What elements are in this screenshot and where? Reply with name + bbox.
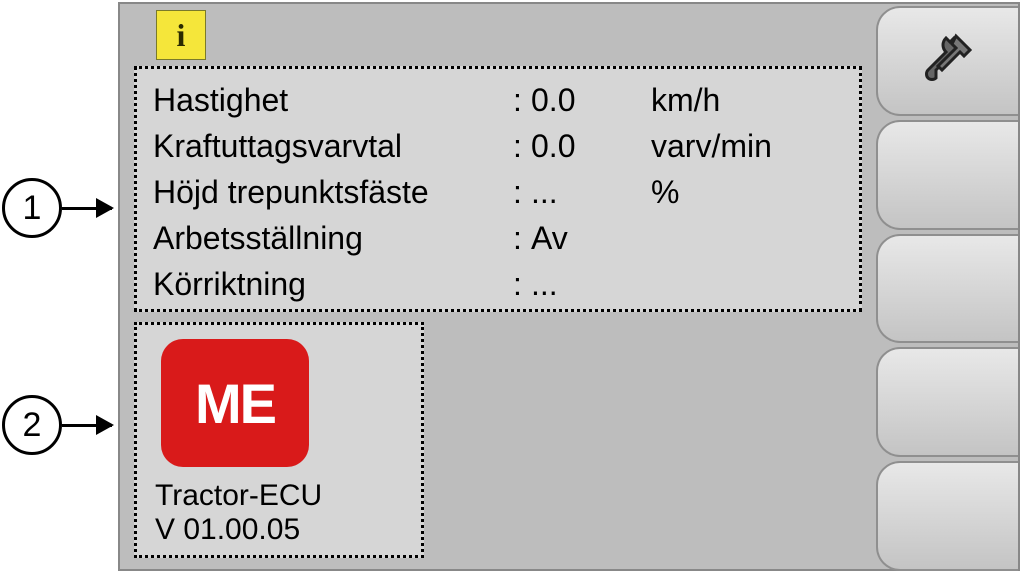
callout-2-circle: 2 xyxy=(2,395,62,455)
param-colon: : xyxy=(513,82,531,119)
tools-icon xyxy=(916,26,980,95)
param-row-direction: Körriktning : ... xyxy=(153,261,843,307)
param-colon: : xyxy=(513,128,531,165)
me-logo: ME xyxy=(161,339,309,467)
parameter-panel: Hastighet : 0.0 km/h Kraftuttagsvarvtal … xyxy=(134,66,862,312)
param-label: Höjd trepunktsfäste xyxy=(153,174,513,211)
param-unit: % xyxy=(651,174,843,211)
version-name: Tractor-ECU xyxy=(155,479,322,513)
param-colon: : xyxy=(513,266,531,303)
root: 1 2 i Hastighet : 0.0 km/h Kraftuttagsva… xyxy=(0,0,1024,573)
param-value: Av xyxy=(531,220,651,257)
info-tab[interactable]: i xyxy=(156,10,206,60)
param-value: ... xyxy=(531,266,651,303)
param-value: ... xyxy=(531,174,651,211)
param-colon: : xyxy=(513,220,531,257)
param-value: 0.0 xyxy=(531,128,651,165)
param-unit: km/h xyxy=(651,82,843,119)
param-colon: : xyxy=(513,174,531,211)
param-row-hitch: Höjd trepunktsfäste : ... % xyxy=(153,169,843,215)
callout-1-circle: 1 xyxy=(2,178,62,238)
softbutton-column xyxy=(876,6,1018,571)
callout-2: 2 xyxy=(2,395,112,455)
device-screen: i Hastighet : 0.0 km/h Kraftuttagsvarvta… xyxy=(118,2,1020,571)
param-value: 0.0 xyxy=(531,82,651,119)
callout-1-arrow xyxy=(62,207,112,210)
callout-2-number: 2 xyxy=(23,406,42,445)
param-label: Körriktning xyxy=(153,266,513,303)
param-unit: varv/min xyxy=(651,128,843,165)
param-row-speed: Hastighet : 0.0 km/h xyxy=(153,77,843,123)
softbutton-5[interactable] xyxy=(876,461,1018,571)
callout-2-arrow xyxy=(62,424,112,427)
softbutton-3[interactable] xyxy=(876,234,1018,344)
param-label: Arbetsställning xyxy=(153,220,513,257)
callout-1-number: 1 xyxy=(23,189,42,228)
callout-1: 1 xyxy=(2,178,112,238)
param-label: Kraftuttagsvarvtal xyxy=(153,128,513,165)
param-row-pto: Kraftuttagsvarvtal : 0.0 varv/min xyxy=(153,123,843,169)
info-icon: i xyxy=(177,17,186,54)
version-panel: ME Tractor-ECU V 01.00.05 xyxy=(134,322,424,558)
softbutton-4[interactable] xyxy=(876,347,1018,457)
param-row-workpos: Arbetsställning : Av xyxy=(153,215,843,261)
softbutton-2[interactable] xyxy=(876,120,1018,230)
version-number: V 01.00.05 xyxy=(155,513,300,547)
me-logo-text: ME xyxy=(195,371,275,436)
param-label: Hastighet xyxy=(153,82,513,119)
softbutton-tools[interactable] xyxy=(876,6,1018,116)
